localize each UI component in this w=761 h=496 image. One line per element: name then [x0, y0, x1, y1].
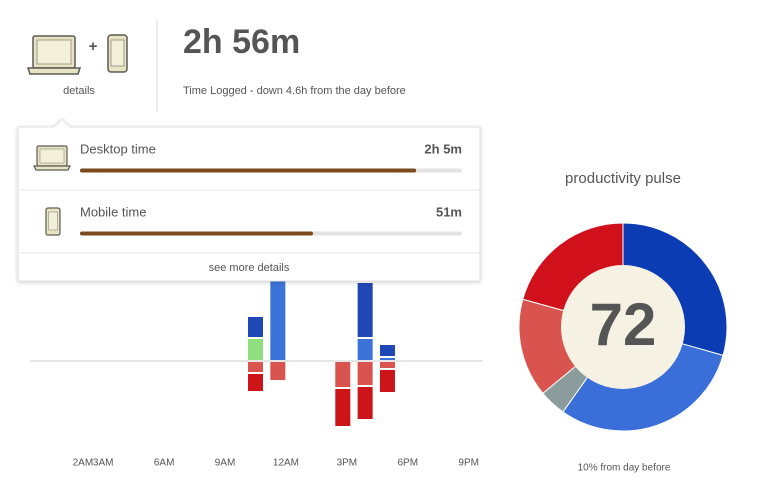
bar-segment [357, 362, 373, 385]
progress-bar [80, 231, 314, 236]
pie-title: productivity pulse [565, 170, 681, 187]
x-tick-label: 6PM [398, 458, 419, 469]
x-tick-label: 6AM [154, 458, 175, 469]
bar-segment [379, 358, 395, 360]
x-tick-label: 9PM [458, 458, 479, 469]
progress-bar [80, 168, 417, 173]
bar-segment [248, 317, 263, 337]
bar-segment [357, 387, 373, 419]
bar-segment [335, 389, 351, 426]
laptop-icon [26, 35, 82, 75]
bar-segment [357, 339, 373, 360]
see-more-link[interactable]: see more details [209, 262, 290, 274]
bar-segment [335, 362, 351, 387]
plus-sign: + [89, 38, 98, 55]
x-tick-label: 3PM [337, 458, 358, 469]
bar-segment [379, 370, 395, 392]
pie-center [561, 265, 685, 389]
productivity-pulse: productivity pulse 72 10% from day before [518, 170, 728, 474]
bar-segment [270, 362, 286, 380]
row-value: 51m [436, 204, 462, 219]
bar-segment [379, 362, 395, 368]
device-summary[interactable]: + details [26, 34, 128, 97]
pulse-score: 72 [590, 291, 657, 358]
row-label: Mobile time [80, 204, 146, 219]
laptop-icon [33, 145, 71, 171]
total-time: 2h 56m [183, 23, 300, 61]
x-tick-label: 3AM [93, 458, 114, 469]
bar-segment [248, 339, 263, 360]
details-popup: see more details Desktop time 2h 5m Mobile… [17, 118, 481, 282]
x-tick-label: 9AM [215, 458, 236, 469]
pulse-note: 10% from day before [578, 463, 671, 474]
popup-box [17, 118, 481, 282]
bar-segment [248, 362, 263, 372]
row-label: Desktop time [80, 141, 156, 156]
phone-icon [45, 207, 61, 236]
bar-segment [379, 345, 395, 356]
row-value: 2h 5m [424, 141, 462, 156]
bar-segment [270, 262, 286, 360]
x-tick-label: 2AM [73, 458, 94, 469]
x-tick-label: 12AM [273, 458, 299, 469]
time-caption: Time Logged - down 4.6h from the day bef… [183, 85, 406, 97]
bar-segment [357, 283, 373, 337]
hourly-chart: 2AM 3AM 6AM 9AM 12AM 3PM 6PM 9PM [30, 262, 483, 469]
details-link[interactable]: details [63, 85, 95, 97]
phone-icon [107, 34, 128, 73]
bar-segment [248, 374, 263, 391]
